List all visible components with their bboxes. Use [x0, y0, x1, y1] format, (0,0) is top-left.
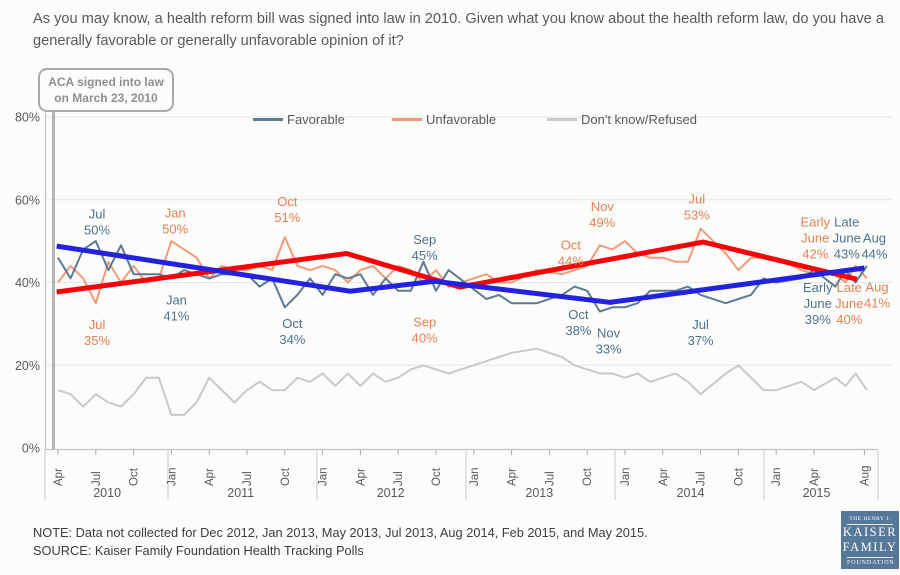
favorable-line-swatch — [253, 118, 283, 121]
year-label: 2013 — [525, 486, 553, 500]
x-tick-label: Jan — [318, 467, 330, 486]
callout-unfavorable: Oct 44% — [558, 238, 584, 269]
x-tick-label: Apr — [355, 468, 367, 486]
year-label: 2014 — [677, 486, 705, 500]
x-tick-label: Oct — [733, 467, 745, 486]
logo-line-kaiser: KAISER — [842, 525, 898, 539]
aca-annotation-line1: ACA signed into law — [48, 75, 164, 89]
logo-line-foundation: FOUNDATION — [847, 556, 894, 566]
callout-unfavorable: Jul 53% — [684, 192, 710, 223]
x-tick-label: Jan — [620, 467, 632, 486]
x-tick-label: Apr — [507, 468, 519, 486]
legend-item-unfavorable: Unfavorable — [392, 112, 496, 127]
legend-item-dont-know: Don't know/Refused — [547, 112, 697, 127]
callout-favorable: Sep 45% — [412, 232, 438, 263]
x-tick-label: Aug — [859, 466, 871, 486]
x-tick-label: Apr — [204, 468, 216, 486]
x-tick-label: Jan — [469, 467, 481, 486]
y-axis-label: 40% — [15, 276, 40, 290]
y-axis-label: 80% — [15, 111, 40, 125]
aca-annotation-box: ACA signed into law on March 23, 2010 — [38, 68, 174, 113]
callout-favorable: Early June 39% — [803, 280, 833, 327]
logo-line-family: FAMILY — [842, 539, 898, 554]
callout-unfavorable: Nov 49% — [589, 199, 615, 230]
legend-label-favorable: Favorable — [287, 112, 345, 127]
aca-annotation-line2: on March 23, 2010 — [54, 91, 158, 106]
year-label: 2011 — [227, 486, 254, 500]
callout-unfavorable: Late June 40% — [835, 280, 863, 327]
source-text: SOURCE: Kaiser Family Foundation Health … — [33, 542, 364, 558]
x-tick-label: Jul — [696, 471, 708, 486]
x-tick-label: Jul — [91, 471, 103, 486]
x-tick-label: Oct — [582, 467, 594, 486]
series-line-don-t-know-refused — [57, 347, 868, 416]
x-tick-label: Oct — [129, 467, 141, 486]
x-tick-label: Jul — [544, 471, 556, 486]
x-tick-label: Jan — [166, 467, 178, 486]
x-tick-label: Apr — [809, 468, 821, 486]
x-tick-label: Apr — [53, 468, 65, 486]
callout-favorable: Oct 38% — [565, 307, 591, 338]
x-tick-label: Oct — [431, 467, 443, 486]
callout-favorable: Jul 37% — [688, 317, 714, 348]
callout-unfavorable: Oct 51% — [274, 194, 300, 225]
callout-favorable: Jul 50% — [84, 207, 110, 238]
y-axis-label: 20% — [15, 359, 40, 373]
x-tick-label: Jul — [393, 471, 405, 486]
unfavorable-line-swatch — [392, 118, 422, 121]
chart-footer: NOTE: Data not collected for Dec 2012, J… — [33, 524, 648, 559]
callout-favorable: Oct 34% — [279, 316, 305, 347]
callout-favorable: Jan 41% — [163, 293, 189, 324]
callout-favorable: Aug 44% — [861, 231, 887, 262]
callout-unfavorable: Sep 40% — [412, 315, 438, 346]
kaiser-family-foundation-logo: THE HENRY J. KAISER FAMILY FOUNDATION — [841, 511, 899, 569]
x-tick-label: Jan — [771, 467, 783, 486]
legend-label-unfavorable: Unfavorable — [426, 112, 497, 127]
callout-favorable: Nov 33% — [596, 325, 622, 356]
year-label: 2012 — [377, 486, 405, 500]
x-tick-label: Oct — [280, 467, 292, 486]
year-label: 2015 — [803, 486, 831, 500]
dont-know-line-swatch — [547, 118, 577, 121]
x-tick-label: Jul — [242, 471, 254, 486]
y-axis-label: 60% — [15, 193, 40, 207]
legend-label-dont-know: Don't know/Refused — [581, 112, 697, 127]
chart-question-title: As you may know, a health reform bill wa… — [33, 11, 884, 49]
x-tick-label: Apr — [658, 468, 670, 486]
callout-unfavorable: Aug 41% — [864, 279, 890, 310]
callout-unfavorable: Early June 42% — [800, 215, 830, 262]
unfavorable-trend — [56, 239, 858, 295]
callout-unfavorable: Jan 50% — [162, 205, 188, 236]
favorable-trend — [56, 243, 865, 305]
callout-unfavorable: Jul 35% — [84, 317, 110, 348]
year-label: 2010 — [93, 486, 121, 500]
callout-favorable: Late June 43% — [833, 215, 861, 262]
note-text: NOTE: Data not collected for Dec 2012, J… — [33, 525, 648, 540]
series-line-favorable — [57, 240, 868, 313]
y-axis-label: 0% — [22, 442, 40, 456]
logo-line-henry-j: THE HENRY J. — [847, 516, 893, 525]
legend-item-favorable: Favorable — [253, 112, 345, 127]
